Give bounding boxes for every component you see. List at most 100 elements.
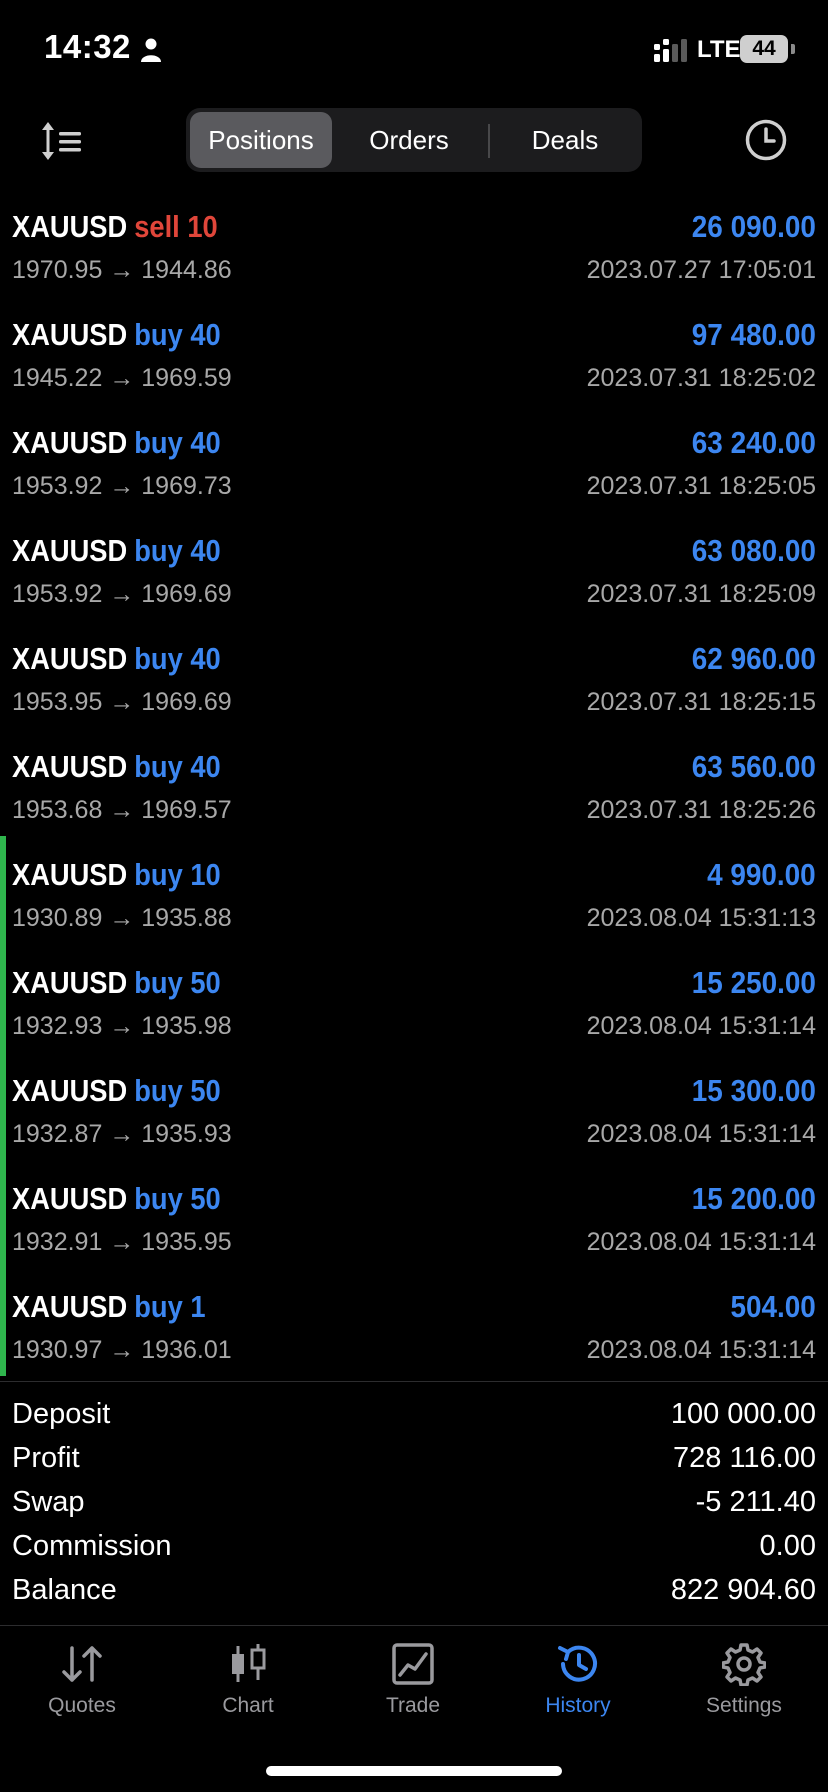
price-range: 1945.22 → 1969.59 [12, 364, 232, 392]
network-type: LTE [697, 36, 741, 63]
position-row[interactable]: XAUUSD buy 50 15 250.00 1932.93 → 1935.98 20… [0, 944, 828, 1064]
tab-deals[interactable]: Deals [531, 125, 599, 155]
position-row[interactable]: XAUUSD buy 40 63 560.00 1953.68 → 1969.57 20… [0, 740, 828, 848]
segmented-control: Positions Orders Deals [186, 108, 642, 172]
position-title: XAUUSD buy 50 [12, 1073, 221, 1109]
tab-trade[interactable]: Trade [353, 1642, 473, 1742]
symbol: XAUUSD [12, 1289, 128, 1324]
summary-label: Balance [12, 1574, 117, 1606]
symbol: XAUUSD [12, 857, 128, 892]
price-range: 1932.93 → 1935.98 [12, 1012, 232, 1040]
tab-history[interactable]: History [518, 1642, 638, 1742]
timestamp: 2023.08.04 15:31:14 [586, 1120, 816, 1148]
position-title: XAUUSD buy 40 [12, 533, 221, 569]
tab-label: Quotes [48, 1694, 116, 1717]
history-clock-icon [558, 1645, 597, 1682]
battery-indicator: 44 [740, 35, 788, 63]
price-range: 1970.95 → 1944.86 [12, 256, 232, 284]
price-range: 1953.92 → 1969.69 [12, 580, 232, 608]
summary-row: Profit 728 116.00 [0, 1438, 828, 1482]
tab-orders[interactable]: Orders [369, 125, 449, 155]
position-row[interactable]: XAUUSD buy 10 4 990.00 1930.89 → 1935.88 202… [0, 836, 828, 956]
summary-label: Deposit [12, 1398, 111, 1430]
trade-side: buy 40 [134, 641, 221, 676]
position-row[interactable]: XAUUSD buy 40 63 080.00 1953.92 → 1969.69 20… [0, 524, 828, 632]
position-title: XAUUSD buy 10 [12, 857, 221, 893]
status-bar: 14:32 LTE 44 [0, 0, 828, 100]
person-icon [141, 38, 161, 62]
divider [0, 1381, 828, 1382]
tab-positions[interactable]: Positions [190, 112, 332, 168]
status-time: 14:32 [44, 28, 131, 65]
battery-tip-icon [791, 44, 795, 54]
position-title: XAUUSD buy 40 [12, 317, 221, 353]
price-range: 1932.87 → 1935.93 [12, 1120, 232, 1148]
position-row[interactable]: XAUUSD buy 50 15 200.00 1932.91 → 1935.95 20… [0, 1160, 828, 1280]
quotes-arrows-icon [62, 1646, 102, 1682]
segment-divider [488, 124, 490, 158]
trade-side: buy 50 [134, 1073, 221, 1108]
position-title: XAUUSD buy 40 [12, 641, 221, 677]
sort-icon[interactable] [40, 118, 86, 164]
position-title: XAUUSD sell 10 [12, 209, 218, 245]
position-row[interactable]: XAUUSD buy 50 15 300.00 1932.87 → 1935.93 20… [0, 1052, 828, 1172]
timestamp: 2023.07.31 18:25:15 [586, 688, 816, 716]
position-title: XAUUSD buy 50 [12, 1181, 221, 1217]
profit-value: 26 090.00 [691, 209, 816, 244]
profit-value: 62 960.00 [691, 641, 816, 676]
candlestick-icon [232, 1644, 266, 1682]
profit-value: 63 080.00 [691, 533, 816, 568]
price-range: 1930.97 → 1936.01 [12, 1336, 232, 1364]
trade-side: sell 10 [134, 209, 218, 244]
trade-side: buy 1 [134, 1289, 206, 1324]
summary-label: Profit [12, 1442, 80, 1474]
trade-side: buy 40 [134, 533, 221, 568]
price-range: 1930.89 → 1935.88 [12, 904, 232, 932]
tab-chart[interactable]: Chart [188, 1642, 308, 1742]
timestamp: 2023.08.04 15:31:14 [586, 1012, 816, 1040]
price-range: 1953.92 → 1969.73 [12, 472, 232, 500]
symbol: XAUUSD [12, 1181, 128, 1216]
header: Positions Orders Deals [0, 108, 828, 174]
position-title: XAUUSD buy 50 [12, 965, 221, 1001]
timestamp: 2023.08.04 15:31:13 [586, 904, 816, 932]
summary-value: 100 000.00 [670, 1398, 816, 1430]
trade-side: buy 40 [134, 425, 221, 460]
position-title: XAUUSD buy 1 [12, 1289, 205, 1325]
position-row[interactable]: XAUUSD buy 1 504.00 1930.97 → 1936.01 2023.0… [0, 1268, 828, 1388]
timestamp: 2023.07.31 18:25:05 [586, 472, 816, 500]
position-title: XAUUSD buy 40 [12, 749, 221, 785]
position-title: XAUUSD buy 40 [12, 425, 221, 461]
summary-value: 728 116.00 [673, 1442, 816, 1474]
home-indicator[interactable] [266, 1766, 562, 1776]
summary-label: Swap [12, 1486, 85, 1518]
position-row[interactable]: XAUUSD sell 10 26 090.00 1970.95 → 1944.86 2… [0, 200, 828, 308]
position-row[interactable]: XAUUSD buy 40 63 240.00 1953.92 → 1969.73 20… [0, 416, 828, 524]
profit-value: 15 250.00 [691, 965, 816, 1000]
profit-value: 504.00 [730, 1289, 816, 1324]
symbol: XAUUSD [12, 209, 128, 244]
timestamp: 2023.07.31 18:25:09 [586, 580, 816, 608]
tab-label: Settings [706, 1694, 782, 1717]
summary-row: Commission 0.00 [0, 1526, 828, 1570]
price-range: 1953.68 → 1969.57 [12, 796, 232, 824]
position-row[interactable]: XAUUSD buy 40 62 960.00 1953.95 → 1969.69 20… [0, 632, 828, 740]
timestamp: 2023.08.04 15:31:14 [586, 1228, 816, 1256]
symbol: XAUUSD [12, 317, 128, 352]
summary-row: Balance 822 904.60 [0, 1570, 828, 1614]
symbol: XAUUSD [12, 1073, 128, 1108]
tab-settings[interactable]: Settings [684, 1642, 804, 1742]
price-range: 1932.91 → 1935.95 [12, 1228, 232, 1256]
profit-value: 15 300.00 [691, 1073, 816, 1108]
summary-label: Commission [12, 1530, 172, 1562]
trade-side: buy 10 [134, 857, 221, 892]
symbol: XAUUSD [12, 749, 128, 784]
summary-value: -5 211.40 [695, 1486, 816, 1518]
tab-quotes[interactable]: Quotes [22, 1642, 142, 1742]
profit-value: 63 240.00 [691, 425, 816, 460]
divider [0, 1625, 828, 1626]
trade-side: buy 40 [134, 749, 221, 784]
clock-icon[interactable] [744, 118, 788, 162]
gear-icon [722, 1643, 766, 1686]
position-row[interactable]: XAUUSD buy 40 97 480.00 1945.22 → 1969.59 20… [0, 308, 828, 416]
